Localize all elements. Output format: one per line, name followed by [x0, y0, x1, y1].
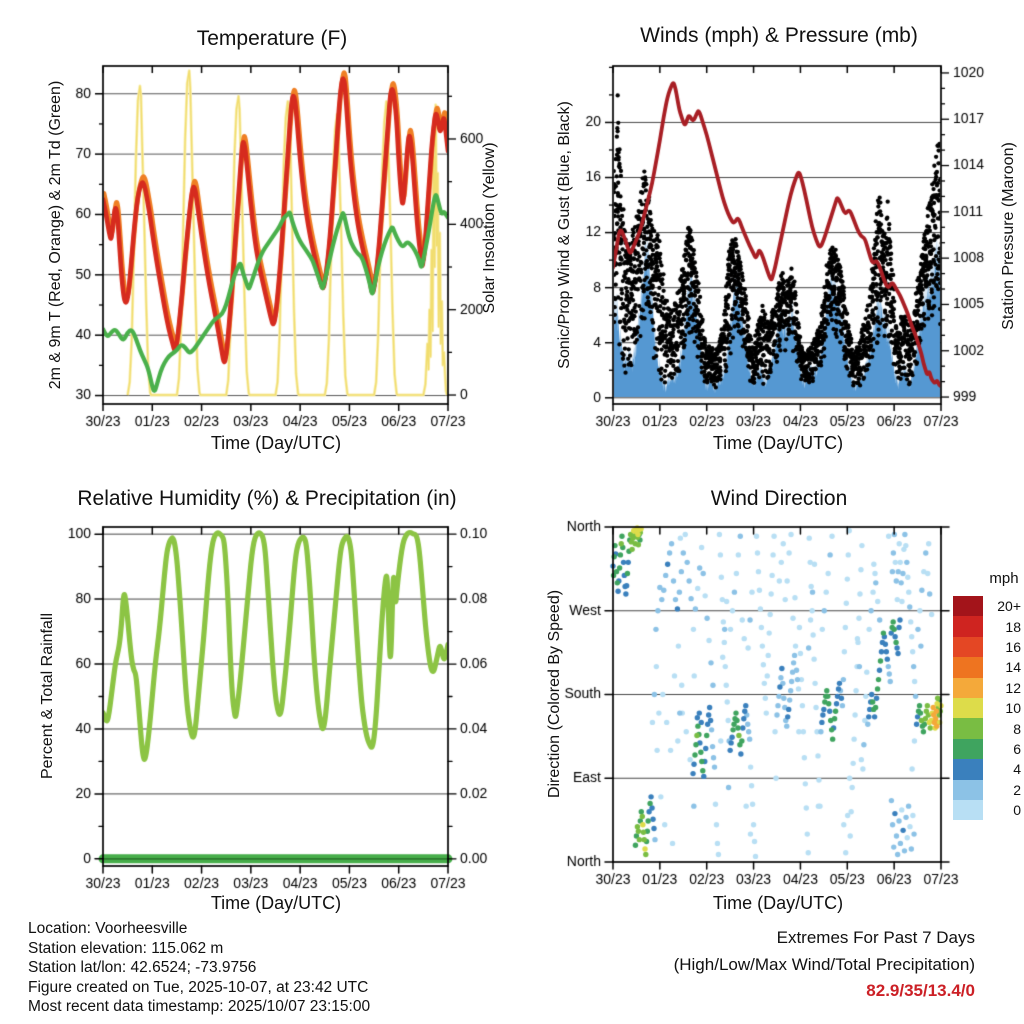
solar-right-axis-label: Solar Insolation (Yellow) — [481, 142, 498, 314]
colorbar-swatch — [953, 657, 983, 678]
station-location: Location: Voorheesville — [28, 920, 188, 937]
pressure-right-axis-label: Station Pressure (Maroon) — [1000, 142, 1017, 330]
station-info-block: Location: Voorheesville Station elevatio… — [28, 919, 370, 1017]
direction-x-axis-label: Time (Day/UTC) — [712, 893, 844, 913]
wind-gust-left-axis-label: Sonic/Prop Wind & Gust (Blue, Black) — [556, 101, 573, 369]
percent-rainfall-axis-label: Percent & Total Rainfall — [39, 612, 56, 780]
colorbar-swatch — [953, 759, 983, 780]
colorbar-row: 8 — [953, 718, 1021, 739]
winds-x-axis-label: Time (Day/UTC) — [712, 433, 844, 453]
station-latlon: Station lat/lon: 42.6524; -73.9756 — [28, 959, 257, 976]
colorbar-units-label: mph — [989, 570, 1019, 587]
colorbar-swatch — [953, 596, 983, 617]
colorbar-row: 12 — [953, 677, 1021, 698]
colorbar-tick-label: 0 — [1013, 802, 1021, 819]
colorbar-swatch — [953, 677, 983, 698]
figure-created-timestamp: Figure created on Tue, 2025-10-07, at 23… — [28, 978, 369, 996]
colorbar-row: 4 — [953, 759, 1021, 780]
colorbar-swatch — [953, 738, 983, 760]
colorbar-tick-label: 12 — [1005, 679, 1021, 696]
station-elevation: Station elevation: 115.062 m — [28, 939, 224, 957]
colorbar-row: 0 — [953, 799, 1021, 821]
colorbar-tick-label: 20+ — [997, 598, 1021, 615]
colorbar-row: 20+ — [953, 596, 1021, 617]
colorbar-row: 16 — [953, 636, 1021, 658]
colorbar-row: 10 — [953, 697, 1021, 719]
colorbar-tick-label: 16 — [1005, 638, 1021, 655]
colorbar-row: 14 — [953, 657, 1021, 678]
colorbar-tick-label: 4 — [1013, 761, 1021, 778]
extremes-title: Extremes For Past 7 Days — [776, 928, 975, 947]
colorbar-tick-label: 2 — [1013, 781, 1021, 798]
colorbar-tick-label: 6 — [1013, 740, 1021, 757]
colorbar-tick-label: 14 — [1005, 659, 1021, 676]
temperature-chart-title: Temperature (F) — [196, 27, 348, 50]
colorbar-swatch — [953, 799, 983, 821]
temperature-left-axis-label: 2m & 9m T (Red, Orange) & 2m Td (Green) — [47, 80, 64, 390]
colorbar-swatch — [953, 779, 983, 800]
humidity-x-axis-label: Time (Day/UTC) — [210, 893, 342, 913]
colorbar-swatch — [953, 718, 983, 739]
data-timestamp: Most recent data timestamp: 2025/10/07 2… — [28, 998, 371, 1015]
humidity-precip-chart-title: Relative Humidity (%) & Precipitation (i… — [77, 487, 457, 510]
direction-axis-label: Direction (Colored By Speed) — [546, 589, 563, 799]
colorbar-swatch — [953, 636, 983, 658]
wind-direction-chart-title: Wind Direction — [710, 487, 848, 510]
colorbar-tick-label: 18 — [1005, 618, 1021, 635]
winds-pressure-chart-title: Winds (mph) & Pressure (mb) — [640, 24, 918, 47]
colorbar-row: 2 — [953, 779, 1021, 800]
extremes-subtitle: (High/Low/Max Wind/Total Precipitation) — [673, 954, 975, 974]
colorbar-tick-label: 8 — [1013, 720, 1021, 737]
colorbar-swatch — [953, 616, 983, 637]
colorbar-row: 6 — [953, 738, 1021, 760]
temperature-x-axis-label: Time (Day/UTC) — [210, 433, 342, 453]
colorbar-tick-label: 10 — [1005, 700, 1021, 717]
extremes-block: Extremes For Past 7 Days (High/Low/Max W… — [674, 925, 975, 1005]
colorbar-swatch — [953, 697, 983, 719]
wind-speed-colorbar: 20+ 18 16 14 12 10 8 6 4 2 0 — [953, 596, 1021, 821]
colorbar-row: 18 — [953, 616, 1021, 637]
extremes-values: 82.9/35/13.4/0 — [866, 981, 975, 1000]
